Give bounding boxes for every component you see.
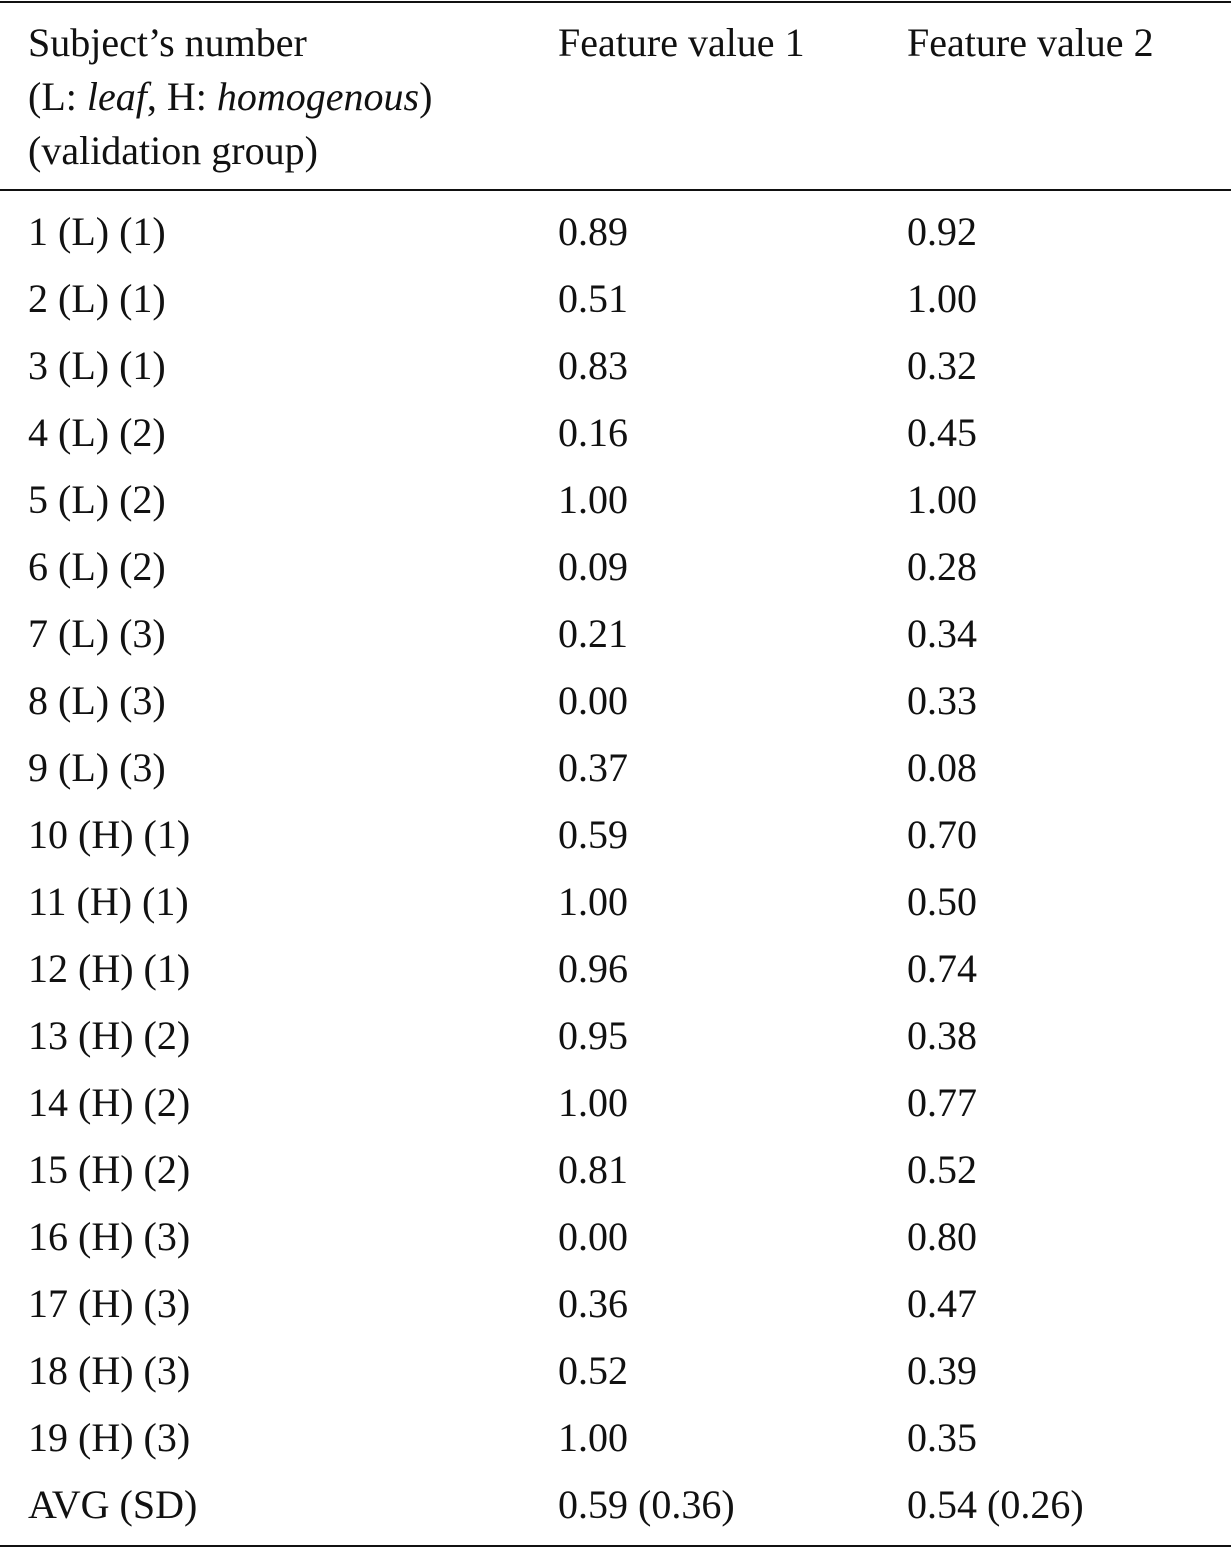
table-cell: 18 (H) (3) <box>28 1348 191 1393</box>
bottom-rule <box>0 1545 1231 1547</box>
table-cell: 0.34 <box>907 611 977 656</box>
table-cell: 0.36 <box>558 1281 628 1326</box>
table-cell: 1.00 <box>558 1080 628 1125</box>
table-cell: 0.08 <box>907 745 977 790</box>
table-cell: 6 (L) (2) <box>28 544 166 589</box>
table-cell: 4 (L) (2) <box>28 410 166 455</box>
table-cell: 0.54 (0.26) <box>907 1482 1084 1527</box>
table-cell: 0.16 <box>558 410 628 455</box>
table-cell: 0.32 <box>907 343 977 388</box>
table-cell: 1.00 <box>907 477 977 522</box>
table-cell: 1.00 <box>558 477 628 522</box>
table-cell: 19 (H) (3) <box>28 1415 191 1460</box>
header-text: leaf <box>86 74 147 119</box>
table-cell: 9 (L) (3) <box>28 745 166 790</box>
header-text: ) <box>419 74 433 119</box>
table-cell: 7 (L) (3) <box>28 611 166 656</box>
table-cell: 0.28 <box>907 544 977 589</box>
header-text: , H: <box>146 74 217 119</box>
table-cell: 11 (H) (1) <box>28 879 189 924</box>
table-cell: 0.80 <box>907 1214 977 1259</box>
table-cell: 0.83 <box>558 343 628 388</box>
header-rule <box>0 189 1231 191</box>
table-cell: 0.37 <box>558 745 628 790</box>
table-cell: 0.21 <box>558 611 628 656</box>
table-cell: 10 (H) (1) <box>28 812 191 857</box>
table-cell: 12 (H) (1) <box>28 946 191 991</box>
header-cell: (validation group) <box>28 128 318 173</box>
table-cell: 0.38 <box>907 1013 977 1058</box>
table-cell: 2 (L) (1) <box>28 276 166 321</box>
table-cell: 0.39 <box>907 1348 977 1393</box>
table-cell: 0.70 <box>907 812 977 857</box>
header-cell: Subject’s number <box>28 20 307 65</box>
table-cell: 0.59 (0.36) <box>558 1482 735 1527</box>
table-cell: 1.00 <box>907 276 977 321</box>
table-cell: 0.74 <box>907 946 977 991</box>
header-text: (L: <box>28 74 87 119</box>
header-cell: Feature value 1 <box>558 20 805 65</box>
table-cell: 0.52 <box>907 1147 977 1192</box>
table-cell: 0.45 <box>907 410 977 455</box>
table-cell: 0.35 <box>907 1415 977 1460</box>
table-cell: 0.92 <box>907 209 977 254</box>
table-cell: 1.00 <box>558 1415 628 1460</box>
table-cell: 0.59 <box>558 812 628 857</box>
table-cell: 0.09 <box>558 544 628 589</box>
header-cell: (L: leaf, H: homogenous) <box>28 77 432 117</box>
table-cell: 17 (H) (3) <box>28 1281 191 1326</box>
table-cell: 3 (L) (1) <box>28 343 166 388</box>
table-cell: 1 (L) (1) <box>28 209 166 254</box>
table-cell: 1.00 <box>558 879 628 924</box>
table-cell: 0.77 <box>907 1080 977 1125</box>
table-cell: 15 (H) (2) <box>28 1147 191 1192</box>
table-cell: 0.00 <box>558 1214 628 1259</box>
top-rule <box>0 1 1231 3</box>
table-cell: 0.00 <box>558 678 628 723</box>
table-cell: 0.52 <box>558 1348 628 1393</box>
table-cell: 0.95 <box>558 1013 628 1058</box>
table-cell: 13 (H) (2) <box>28 1013 191 1058</box>
table-cell: 0.33 <box>907 678 977 723</box>
table-cell: 0.51 <box>558 276 628 321</box>
table-cell: 0.89 <box>558 209 628 254</box>
header-text: homogenous <box>216 74 420 119</box>
table-cell: 0.81 <box>558 1147 628 1192</box>
table-cell: 0.47 <box>907 1281 977 1326</box>
table-cell: AVG (SD) <box>28 1482 198 1527</box>
table-cell: 16 (H) (3) <box>28 1214 191 1259</box>
table-cell: 5 (L) (2) <box>28 477 166 522</box>
table-cell: 14 (H) (2) <box>28 1080 191 1125</box>
header-cell: Feature value 2 <box>907 20 1154 65</box>
table-cell: 0.96 <box>558 946 628 991</box>
table-cell: 8 (L) (3) <box>28 678 166 723</box>
table-cell: 0.50 <box>907 879 977 924</box>
